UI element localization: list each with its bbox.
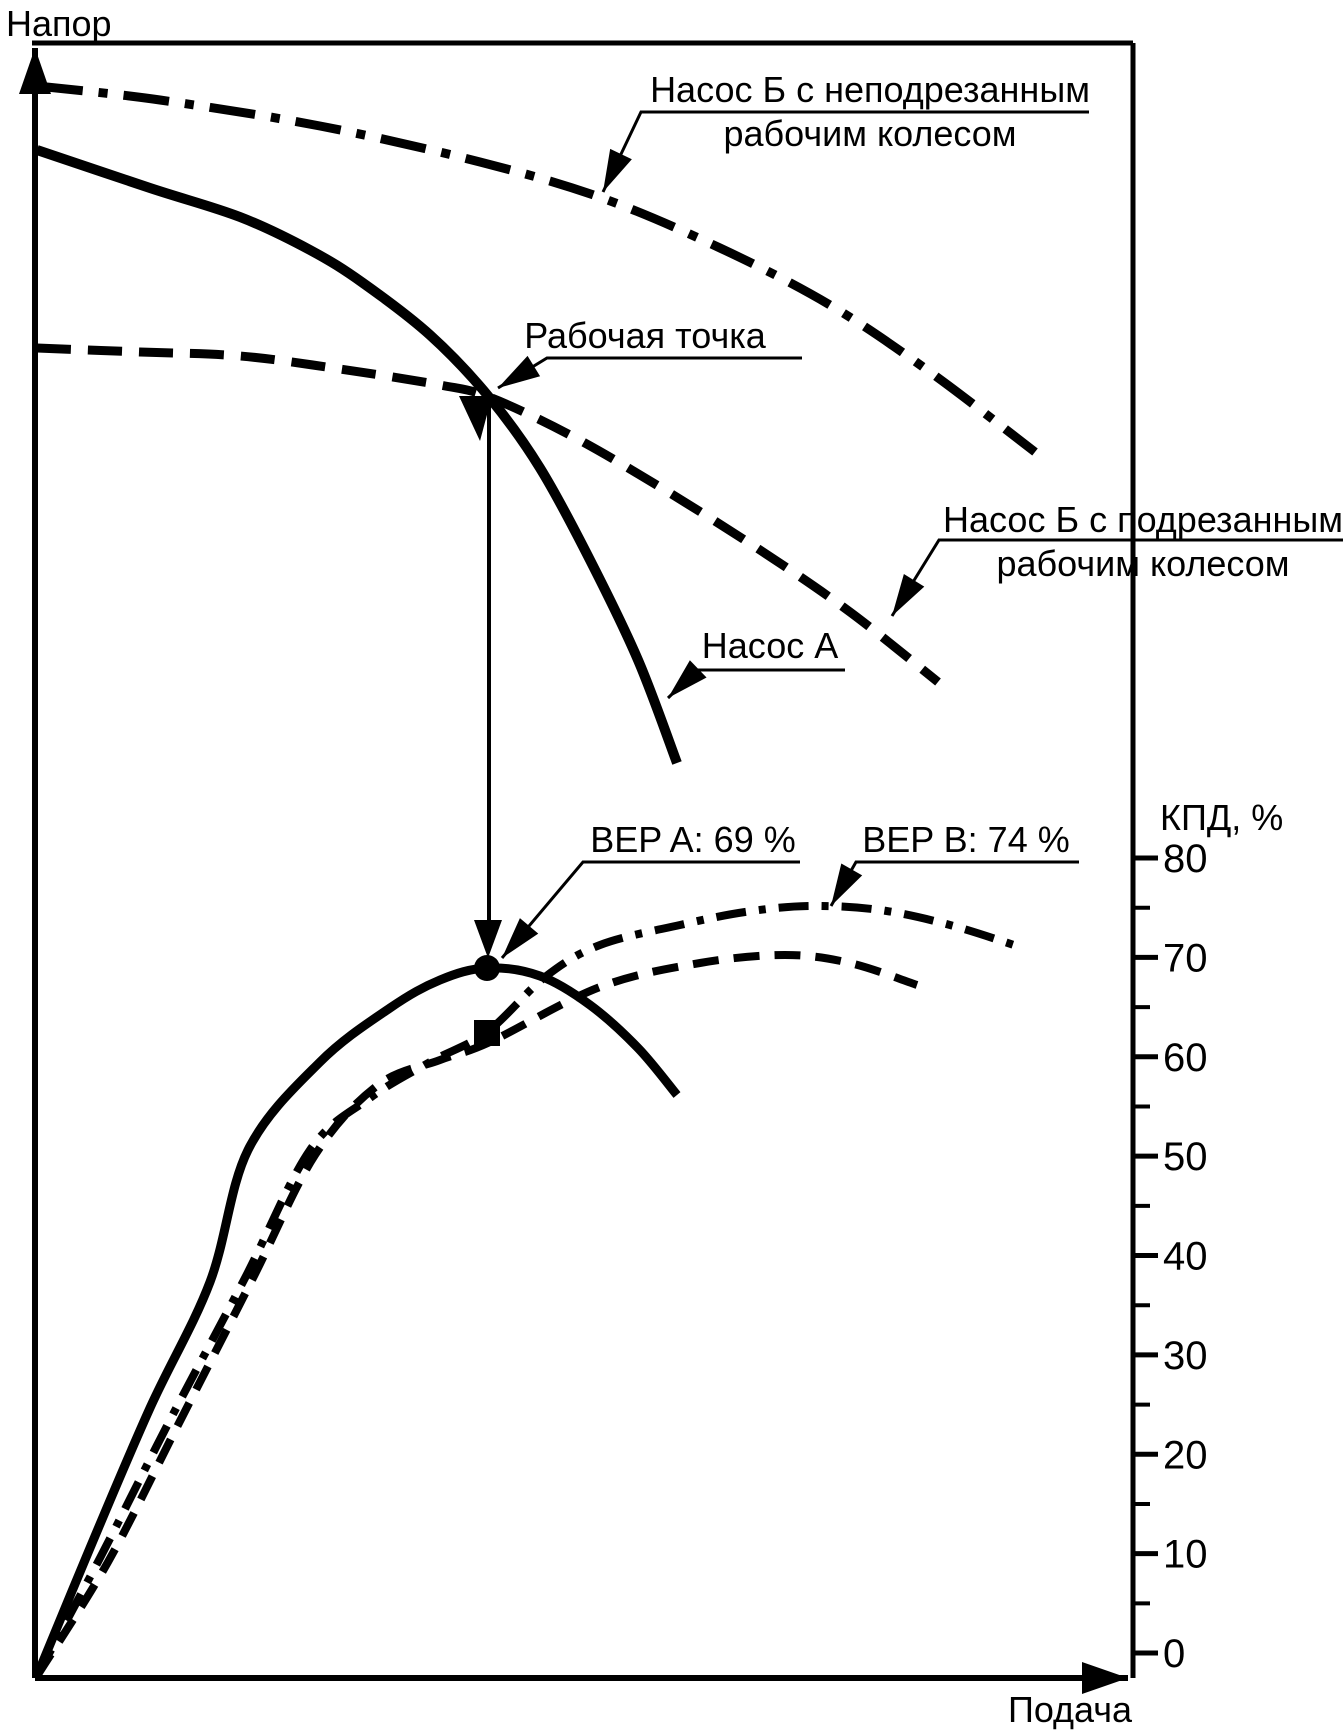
tick-label: 20 bbox=[1163, 1433, 1208, 1477]
leader-pump-a bbox=[666, 660, 845, 700]
pump-b-untrimmed-label-line1: Насос Б с неподрезанным bbox=[650, 69, 1090, 110]
leader-bep-b bbox=[829, 860, 1079, 907]
annotations bbox=[459, 110, 1343, 1046]
pump-b-trimmed-label-line1: Насос Б с подрезанным bbox=[943, 499, 1343, 540]
leader-operating-point bbox=[497, 355, 802, 390]
operating-point-triangle bbox=[459, 396, 492, 441]
curve-eff_b_untrimmed bbox=[33, 901, 1022, 1678]
pump-b-trimmed-label-line2: рабочим колесом bbox=[996, 543, 1290, 584]
pump-a-label: Насос А bbox=[701, 625, 839, 666]
curve-head_a bbox=[35, 145, 682, 765]
bep-b-label: BEP B: 74 % bbox=[862, 819, 1070, 860]
pump-b-untrimmed-label-line2: рабочим колесом bbox=[723, 113, 1017, 154]
curve-head_b_untrimmed bbox=[36, 81, 1038, 456]
curve-head_b_trimmed bbox=[36, 343, 941, 686]
tick-label: 30 bbox=[1163, 1334, 1208, 1378]
curve-eff_a bbox=[32, 963, 681, 1678]
head-axis-label: Напор bbox=[6, 3, 112, 44]
drop-arrow-head bbox=[474, 920, 502, 958]
efficiency-axis-label: КПД, % bbox=[1160, 797, 1284, 838]
efficiency-axis-ticks: 0 10 20 30 40 50 60 70 80 bbox=[1133, 837, 1208, 1676]
bep-a-point-marker bbox=[474, 955, 500, 981]
tick-label: 50 bbox=[1163, 1135, 1208, 1179]
leader-pump-b-trimmed bbox=[890, 538, 1343, 617]
tick-label: 40 bbox=[1163, 1235, 1208, 1279]
leader-pump-b-untrimmed bbox=[601, 110, 1089, 193]
operating-point-label: Рабочая точка bbox=[524, 315, 766, 356]
tick-label: 60 bbox=[1163, 1036, 1208, 1080]
tick-label: 10 bbox=[1163, 1533, 1208, 1577]
axes bbox=[18, 48, 1128, 1694]
curve-eff_b_trimmed bbox=[33, 950, 919, 1679]
tick-label: 0 bbox=[1163, 1632, 1185, 1676]
tick-label: 80 bbox=[1163, 837, 1208, 881]
tick-label: 70 bbox=[1163, 936, 1208, 980]
flow-axis-label: Подача bbox=[1007, 1689, 1133, 1730]
bep-a-label: BEP A: 69 % bbox=[590, 819, 796, 860]
duty-point-square-marker bbox=[474, 1020, 500, 1046]
leader-bep-a bbox=[500, 860, 800, 959]
